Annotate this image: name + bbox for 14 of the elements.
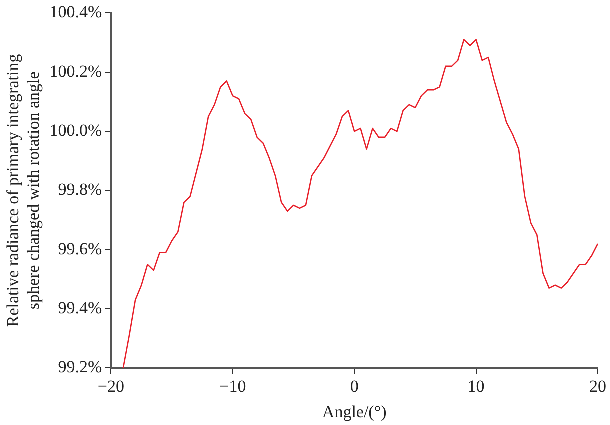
x-tick-label: −20: [98, 376, 125, 396]
x-axis-title: Angle/(°): [322, 402, 387, 422]
y-tick-label: 99.6%: [58, 239, 102, 258]
y-tick-label: 100.0%: [50, 121, 102, 140]
x-tick-label: 0: [350, 376, 359, 396]
x-tick-label: 20: [590, 376, 606, 396]
y-tick-label: 100.2%: [50, 62, 102, 81]
x-tick-label: −10: [220, 376, 246, 396]
y-tick-label: 100.4%: [50, 2, 102, 22]
y-tick-label: 99.8%: [58, 180, 102, 200]
x-tick-label: 10: [468, 376, 485, 396]
y-tick-label: 99.4%: [58, 298, 102, 318]
y-axis-title: Relative radiance of primary integrating sphere changed with rotation angle: [4, 54, 44, 328]
y-tick-label: 99.2%: [58, 358, 102, 377]
